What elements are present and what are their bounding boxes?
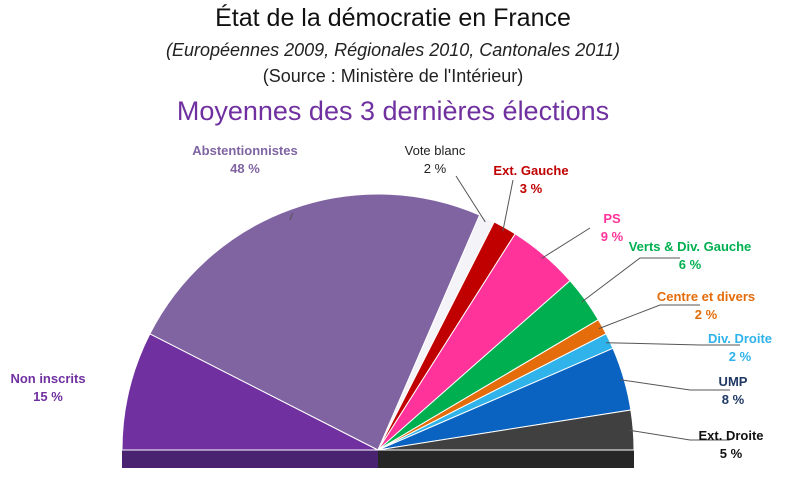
slice-label: Ext. Droite 5 % <box>698 427 763 463</box>
slice-name: Div. Droite <box>707 331 773 346</box>
slice-name: Abstentionnistes <box>192 143 298 158</box>
slice-name: Ext. Gauche <box>493 163 569 178</box>
leader-line <box>455 175 486 223</box>
slice-label: UMP 8 % <box>719 373 748 409</box>
slice-name: Verts & Div. Gauche <box>628 239 752 254</box>
slice-label: Verts & Div. Gauche 6 % <box>629 238 752 274</box>
chart-title: État de la démocratie en France <box>215 4 571 32</box>
slice-label: Centre et divers 2 % <box>657 288 755 324</box>
slice-value: 6 % <box>678 257 702 272</box>
slice-value: 48 % <box>230 161 260 176</box>
chart-source: (Source : Ministère de l'Intérieur) <box>262 66 524 86</box>
slice-label: Abstentionnistes 48 % <box>192 142 297 178</box>
slice-label: Ext. Gauche 3 % <box>493 162 568 198</box>
slice-name: PS <box>603 211 621 226</box>
leader-line <box>502 179 514 232</box>
slice-value: 8 % <box>721 392 745 407</box>
slice-value: 3 % <box>519 181 543 196</box>
slice-label: Vote blanc 2 % <box>405 142 466 178</box>
slice-name: Centre et divers <box>656 289 756 304</box>
leader-line <box>619 379 730 391</box>
slice-name: Ext. Droite <box>698 428 764 443</box>
slice-label: PS 9 % <box>601 210 623 246</box>
slice-value: 5 % <box>719 446 743 461</box>
slice-name: Non inscrits <box>10 371 86 386</box>
slice-label: Non inscrits 15 % <box>10 370 85 406</box>
leader-line <box>629 429 730 441</box>
leader-line <box>541 227 591 259</box>
slice-value: 2 % <box>728 349 752 364</box>
base-left <box>122 450 378 468</box>
leader-line <box>289 212 294 221</box>
slice-value: 2 % <box>423 161 447 176</box>
slice-value: 9 % <box>600 229 624 244</box>
slice-value: 2 % <box>694 307 718 322</box>
chart-heading: Moyennes des 3 dernières élections <box>176 96 610 126</box>
slice-label: Div. Droite 2 % <box>708 330 772 366</box>
slice-value: 15 % <box>33 389 63 404</box>
slice-ext-droite <box>377 409 635 451</box>
chart-subtitle: (Européennes 2009, Régionales 2010, Cant… <box>166 40 620 60</box>
slice-name: Vote blanc <box>404 143 466 158</box>
leader-line <box>581 257 680 303</box>
leader-line <box>598 304 700 330</box>
base-right <box>378 450 634 468</box>
slice-name: UMP <box>718 374 748 389</box>
slice-non-inscrits <box>121 333 379 451</box>
slice-abstentionnistes <box>149 193 481 451</box>
leader-line <box>606 342 740 346</box>
